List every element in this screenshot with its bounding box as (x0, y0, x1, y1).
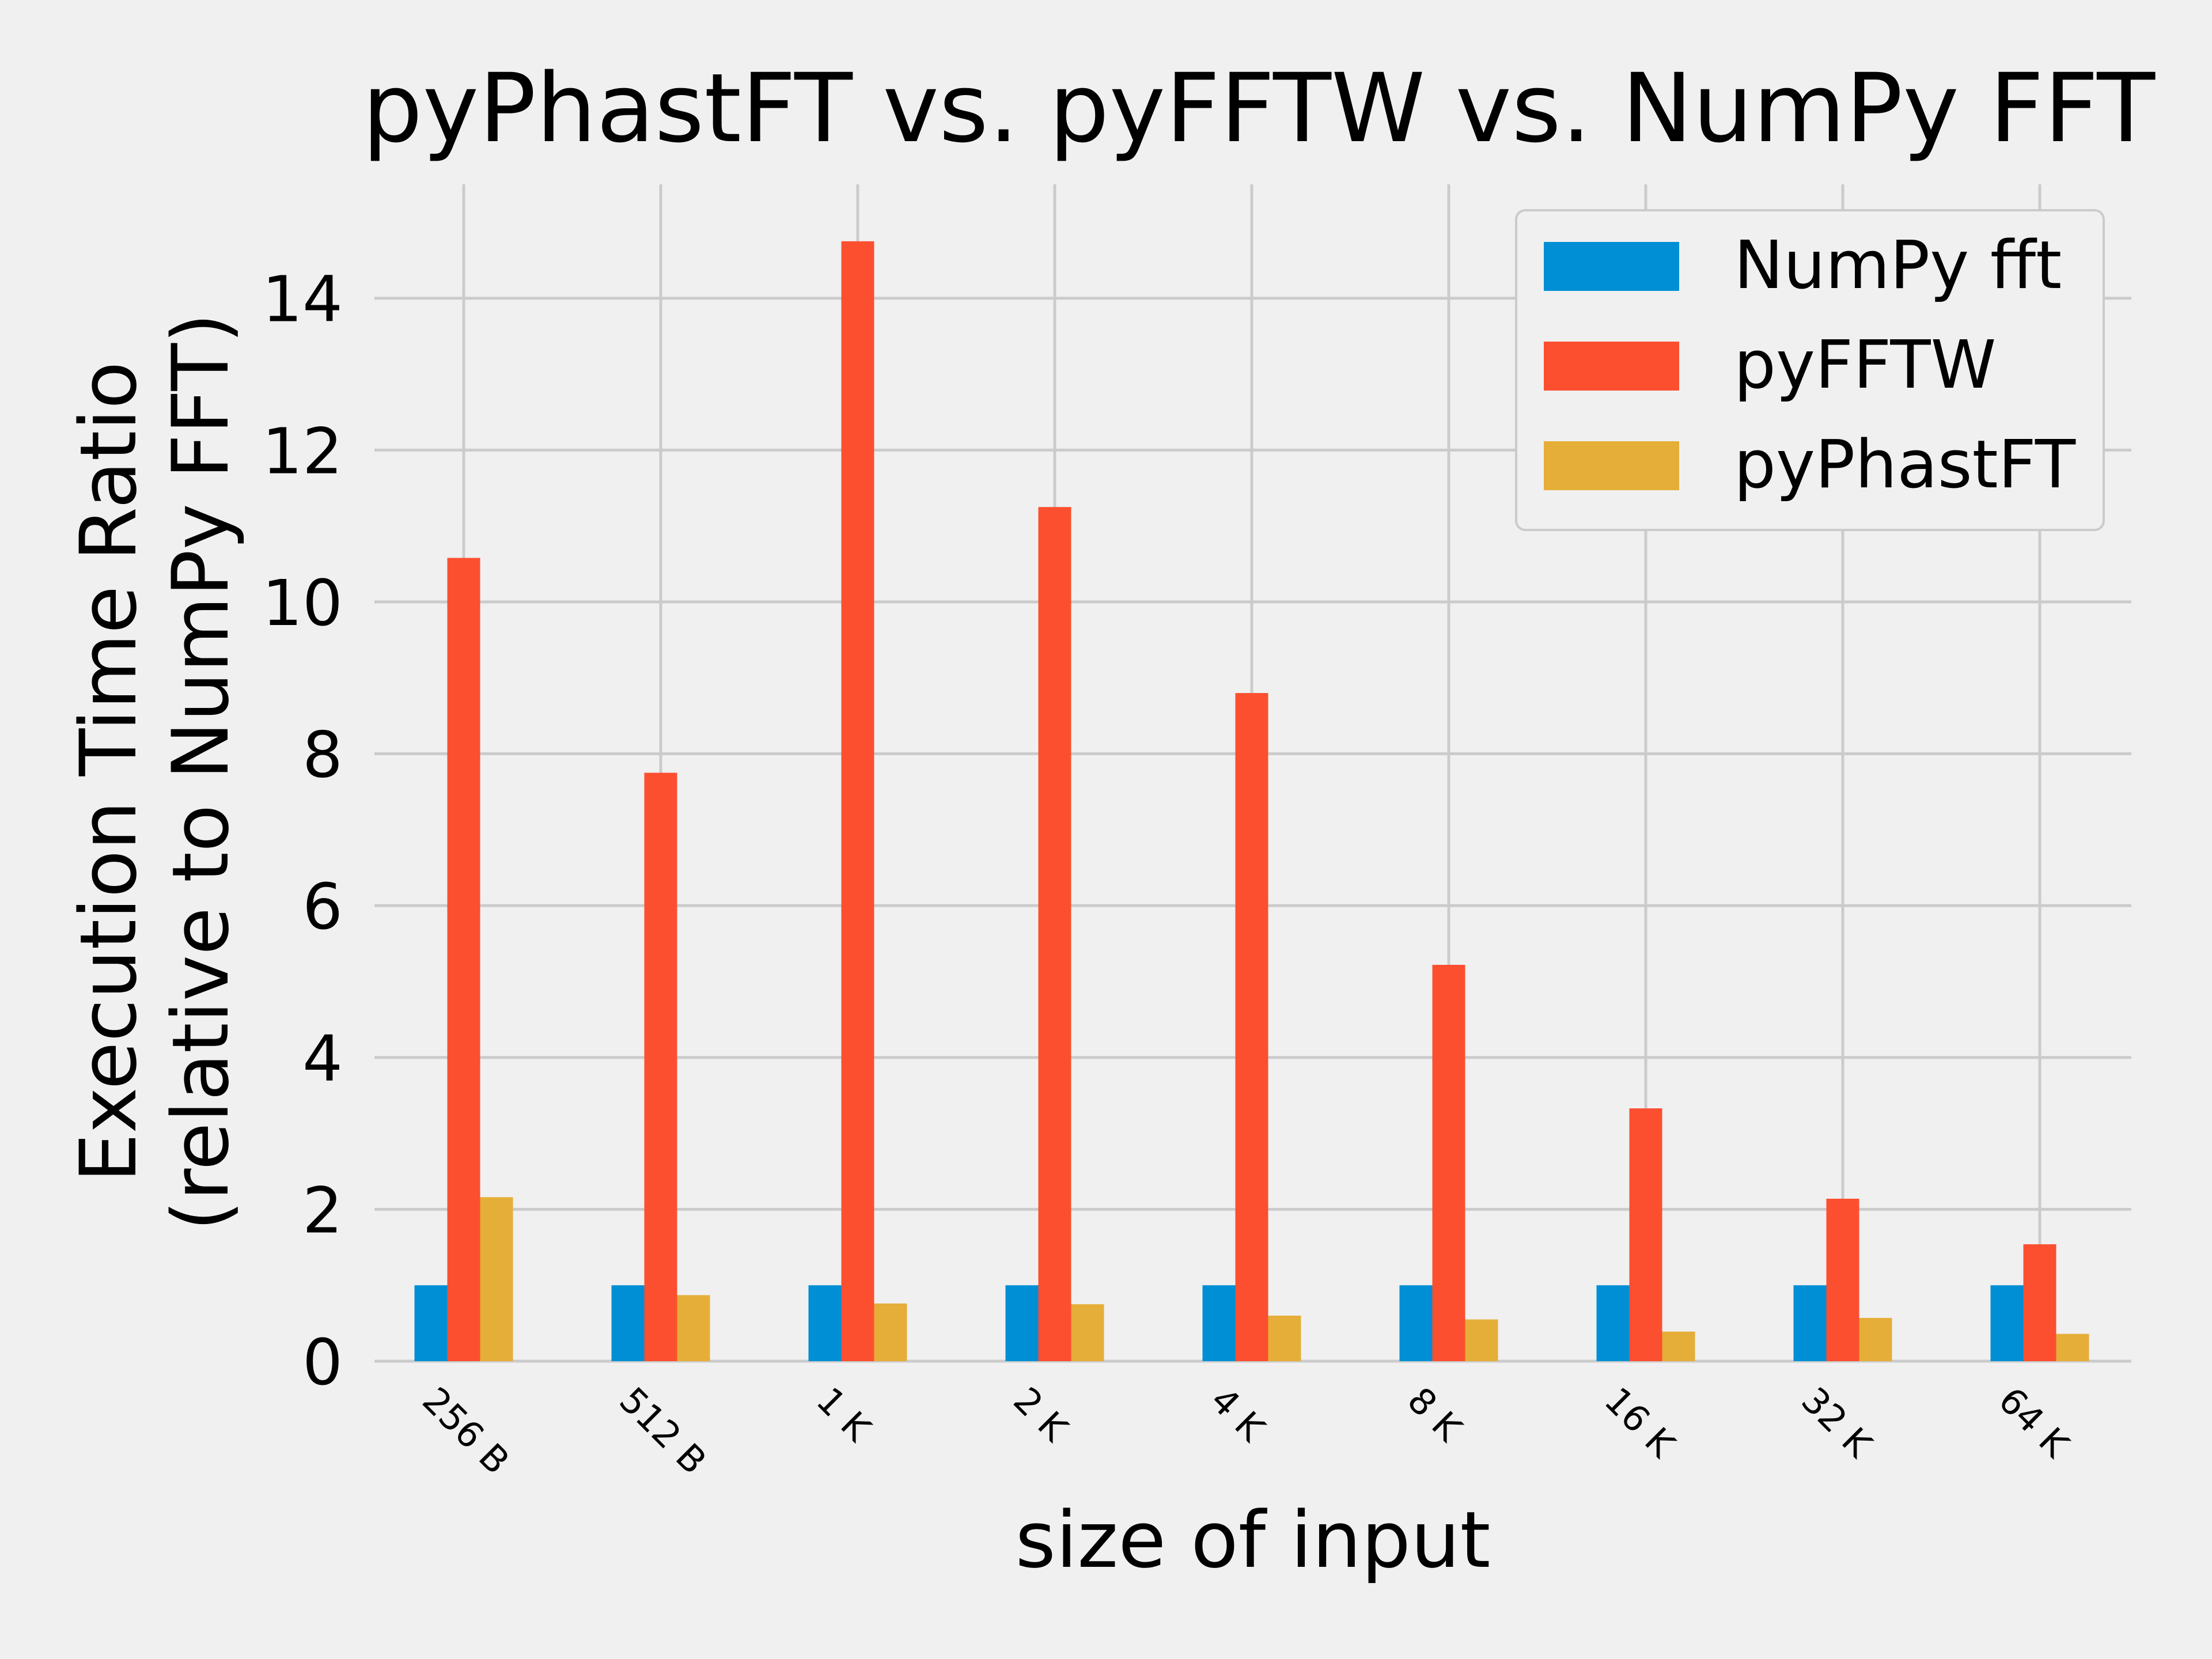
y-tick-label-3: 6 (302, 870, 343, 944)
bar-numpy-fft-4 (1202, 1285, 1236, 1361)
bar-numpy-fft-1 (611, 1285, 645, 1361)
bar-pyphastft-4 (1268, 1315, 1301, 1361)
y-tick-label-5: 10 (262, 566, 343, 640)
bar-pyfftw-7 (1826, 1198, 1859, 1361)
bar-pyfftw-0 (447, 558, 480, 1361)
bar-pyfftw-8 (2023, 1244, 2056, 1361)
bars (414, 241, 2089, 1361)
bar-pyphastft-5 (1465, 1319, 1498, 1361)
bar-pyphastft-6 (1662, 1331, 1695, 1361)
bar-pyphastft-7 (1859, 1317, 1892, 1361)
chart-title: pyPhastFT vs. pyFFTW vs. NumPy FFT (362, 53, 2156, 164)
y-tick-label-7: 14 (262, 263, 343, 336)
y-tick-label-0: 0 (302, 1325, 343, 1399)
bar-numpy-fft-3 (1005, 1285, 1039, 1361)
bar-numpy-fft-7 (1793, 1285, 1827, 1361)
bar-numpy-fft-0 (414, 1285, 448, 1361)
legend-swatch-numpy-fft (1544, 242, 1679, 291)
bar-pyfftw-2 (841, 241, 874, 1361)
legend-label-pyfftw: pyFFTW (1734, 327, 1996, 404)
y-tick-label-2: 4 (302, 1022, 343, 1096)
y-axis-label-line1: Execution Time Ratio (63, 361, 154, 1182)
bar-pyfftw-6 (1629, 1108, 1662, 1361)
bar-pyfftw-5 (1432, 964, 1465, 1361)
y-tick-label-1: 2 (302, 1173, 343, 1247)
bar-pyphastft-0 (480, 1197, 513, 1361)
y-tick-label-6: 12 (262, 414, 343, 488)
y-tick-label-4: 8 (302, 718, 343, 792)
legend: NumPy fft pyFFTW pyPhastFT (1515, 209, 2105, 531)
legend-swatch-pyphastft (1544, 441, 1679, 490)
y-axis-label-line2: (relative to NumPy FFT) (156, 313, 246, 1231)
bar-pyphastft-1 (677, 1295, 710, 1361)
legend-label-pyphastft: pyPhastFT (1734, 426, 2076, 503)
bar-pyfftw-1 (644, 772, 677, 1361)
bar-pyfftw-3 (1038, 507, 1071, 1361)
bar-numpy-fft-5 (1399, 1285, 1433, 1361)
bar-pyphastft-3 (1071, 1304, 1104, 1361)
bar-numpy-fft-6 (1596, 1285, 1630, 1361)
bar-numpy-fft-2 (808, 1285, 842, 1361)
legend-swatch-pyfftw (1544, 342, 1679, 391)
bar-numpy-fft-8 (1990, 1285, 2024, 1361)
bar-pyphastft-2 (874, 1303, 907, 1361)
y-tick-labels: 0 2 4 6 8 10 12 14 (262, 263, 343, 1399)
bar-pyfftw-4 (1235, 693, 1268, 1361)
legend-label-numpy-fft: NumPy fft (1734, 227, 2062, 304)
x-axis-label: size of input (1016, 1495, 1491, 1585)
bar-pyphastft-8 (2056, 1334, 2089, 1361)
